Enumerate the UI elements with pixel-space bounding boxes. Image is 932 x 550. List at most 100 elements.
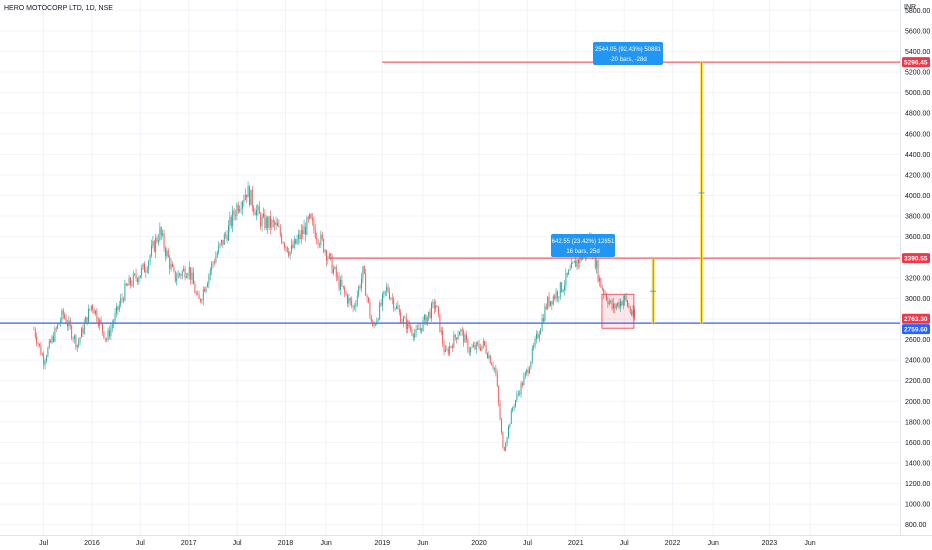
- candle-body: [597, 260, 599, 282]
- candle-body: [65, 318, 67, 324]
- price-tag-label: 2759.60: [904, 327, 928, 334]
- candle-body: [272, 220, 274, 222]
- candle-body: [300, 230, 302, 240]
- candle-body: [417, 328, 418, 330]
- candle-body: [351, 300, 353, 306]
- candle-body: [410, 327, 411, 330]
- candle-body: [435, 305, 437, 309]
- x-tick-label: 2018: [278, 540, 294, 547]
- y-tick-label: 5200.00: [905, 70, 930, 77]
- candle-body: [85, 317, 87, 324]
- measurements[interactable]: [650, 62, 705, 325]
- candle-body: [454, 334, 456, 338]
- candle-body: [387, 286, 389, 293]
- candle-body: [599, 278, 600, 282]
- consolidation-box[interactable]: [601, 293, 635, 329]
- candle-body: [554, 296, 556, 299]
- candle-body: [145, 271, 147, 273]
- candle-body: [110, 327, 112, 337]
- annotation-small[interactable]: 642.55 (23.42%) 12851 16 bars, 25d: [551, 234, 615, 257]
- candle-body: [200, 299, 201, 302]
- candle-body: [149, 255, 151, 262]
- x-tick-label: Jul: [233, 540, 242, 547]
- candle-body: [137, 278, 138, 282]
- price-tag-bg: [902, 324, 930, 335]
- candle-body: [397, 305, 399, 310]
- candle-body: [209, 270, 211, 276]
- candle-body: [247, 186, 249, 198]
- candle-body: [239, 209, 241, 212]
- candle-body: [502, 432, 504, 448]
- y-tick-label: 1000.00: [905, 502, 930, 509]
- candle-body: [470, 347, 472, 353]
- candle-body: [501, 419, 502, 433]
- candle-body: [292, 244, 294, 248]
- candle-body: [50, 340, 52, 343]
- candle-body: [265, 217, 267, 229]
- candle-body: [461, 329, 463, 331]
- candle-body: [561, 282, 563, 292]
- annotation-large[interactable]: 2544.05 (92.43%) 50881 -20 bars, -28d: [593, 42, 663, 65]
- candle-body: [223, 234, 225, 245]
- candle-body: [463, 330, 465, 343]
- candle-body: [411, 329, 413, 335]
- candle-body: [484, 341, 486, 346]
- y-tick-label: 3200.00: [905, 275, 930, 282]
- candle-body: [167, 250, 169, 258]
- candle-body: [517, 393, 519, 394]
- candle-body: [485, 345, 487, 354]
- candle-body: [134, 273, 136, 275]
- candle-body: [51, 336, 53, 343]
- candle-body: [333, 268, 334, 274]
- candle-body: [99, 319, 101, 326]
- candle-body: [344, 287, 346, 293]
- candle-body: [67, 323, 68, 327]
- candle-body: [166, 250, 168, 257]
- candle-body: [615, 305, 617, 309]
- candle-body: [543, 318, 544, 322]
- candle-body: [132, 274, 134, 286]
- candle-body: [194, 284, 196, 294]
- candle-body: [86, 317, 88, 323]
- candle-body: [492, 365, 494, 369]
- candle-body: [274, 221, 276, 225]
- candle-body: [396, 305, 397, 309]
- range-boxes[interactable]: [601, 293, 635, 329]
- candle-body: [558, 296, 560, 298]
- candle-body: [271, 220, 273, 228]
- candle-body: [335, 267, 337, 277]
- candle-body: [128, 277, 130, 286]
- candle-body: [352, 305, 354, 308]
- candle-body: [130, 277, 131, 285]
- candle-body: [608, 301, 610, 305]
- candles: [33, 181, 635, 452]
- candle-body: [487, 353, 488, 359]
- candle-body: [68, 320, 70, 327]
- candle-body: [527, 369, 529, 374]
- candle-body: [96, 310, 98, 321]
- candle-body: [295, 239, 297, 244]
- candle-body: [405, 317, 407, 329]
- candle-body: [480, 347, 481, 351]
- candle-body: [40, 345, 42, 355]
- candle-body: [552, 296, 554, 305]
- candle-body: [225, 234, 227, 236]
- candle-body: [282, 242, 284, 244]
- candle-body: [449, 346, 451, 354]
- candle-body: [489, 355, 491, 364]
- candle-body: [610, 300, 612, 302]
- candle-body: [398, 309, 400, 313]
- candle-body: [545, 306, 547, 309]
- candle-body: [116, 306, 117, 313]
- candle-body: [233, 210, 235, 216]
- y-tick-label: 800.00: [905, 522, 927, 529]
- y-tick-label: 4000.00: [905, 193, 930, 200]
- candle-body: [373, 324, 375, 326]
- candle-body: [152, 241, 154, 246]
- candle-body: [159, 227, 161, 241]
- candle-body: [526, 369, 528, 373]
- candle-body: [33, 329, 35, 330]
- time-axis[interactable]: Jul 2016 Jul 2017 Jul 2018 Jun 2019 Jun 2020 Jul 20…: [39, 540, 816, 547]
